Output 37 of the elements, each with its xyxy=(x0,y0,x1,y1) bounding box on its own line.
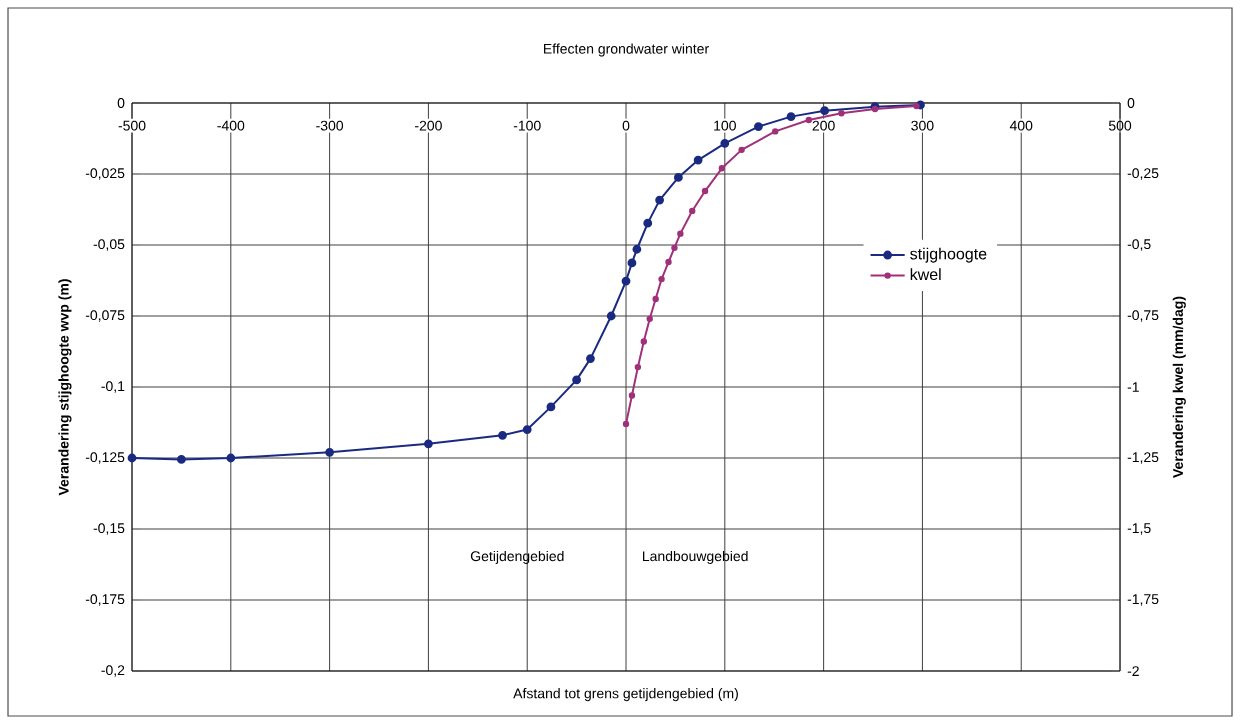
annotation: Landbouwgebied xyxy=(643,550,748,564)
y2-tick-label: -1,25 xyxy=(1127,452,1159,464)
x-tick-label: -100 xyxy=(513,120,541,131)
y2-tick-label: -1,75 xyxy=(1127,594,1159,606)
y-tick-label: -0,125 xyxy=(85,452,125,464)
y-tick-label: -0,025 xyxy=(85,168,125,180)
y-tick-label: -0,15 xyxy=(93,523,125,535)
y2-tick-label: -0,75 xyxy=(1127,310,1159,322)
y-axis-title: Verandering stijghoogte wvp (m) xyxy=(58,279,72,496)
x-tick-label: 400 xyxy=(1009,120,1033,131)
chart-title: Effecten grondwater winter xyxy=(544,43,709,57)
y-tick-label: -0,175 xyxy=(85,594,125,606)
annotation: Getijdengebied xyxy=(470,550,564,564)
y2-tick-label: -0,5 xyxy=(1127,239,1151,251)
y-tick-label: 0 xyxy=(117,98,125,108)
y2-tick-label: -1 xyxy=(1127,382,1139,392)
x-tick-label: -300 xyxy=(316,120,344,131)
x-tick-label: 300 xyxy=(911,120,934,131)
y-tick-label: -0,075 xyxy=(85,310,125,322)
x-tick-label: -400 xyxy=(217,120,245,131)
x-tick-label: 0 xyxy=(622,120,630,131)
x-tick-label: 500 xyxy=(1108,120,1132,131)
y-tick-label: -0,05 xyxy=(93,239,125,251)
legend-label: kwel xyxy=(910,268,941,281)
x-tick-label: -200 xyxy=(415,120,442,131)
y-tick-label: -0,2 xyxy=(101,665,125,677)
legend-label: stijghoogte xyxy=(910,247,987,263)
y2-tick-label: -2 xyxy=(1127,666,1139,676)
y2-axis-title: Verandering kwel (mm/dag) xyxy=(1172,296,1186,478)
y2-tick-label: 0 xyxy=(1127,98,1135,108)
y2-tick-label: -1,5 xyxy=(1127,523,1151,535)
y-tick-label: -0,1 xyxy=(101,381,125,393)
x-tick-label: 100 xyxy=(714,120,736,131)
x-tick-label: 200 xyxy=(812,120,835,131)
x-axis-title: Afstand tot grens getijdengebied (m) xyxy=(513,688,738,702)
x-tick-label: -500 xyxy=(118,120,146,131)
y2-tick-label: -0,25 xyxy=(1127,168,1159,180)
